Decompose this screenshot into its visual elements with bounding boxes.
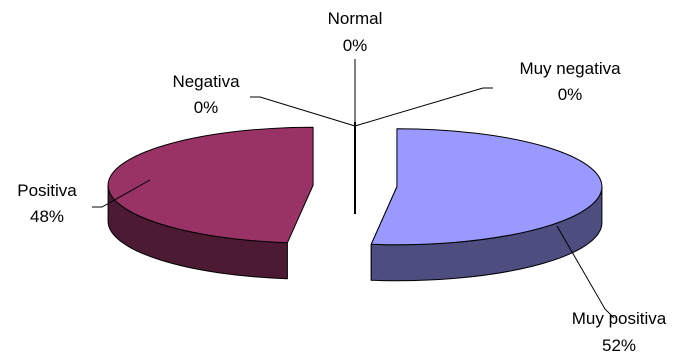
positiva-percent-label: 48% [30,207,64,226]
negativa-percent-label: 0% [194,98,219,117]
normal-percent-label: 0% [343,36,368,55]
muy-negativa-percent-label: 0% [558,85,583,104]
muy-positiva-category-label: Muy positiva [572,309,667,328]
normal-category-label: Normal [328,9,383,28]
muy-positiva-percent-label: 52% [602,336,636,353]
slice-labels: Muy positiva 52% Positiva 48% Negativa 0% Norm… [17,9,667,353]
positiva-leader-line [92,179,151,208]
muy-positiva-slice [370,128,603,246]
negativa-category-label: Negativa [172,72,240,91]
pie-slices [107,122,603,282]
leader-lines [92,59,615,319]
muy-positiva-leader-line [556,225,615,319]
muy-negativa-category-label: Muy negativa [519,59,621,78]
negativa-leader-line [250,96,356,127]
positiva-category-label: Positiva [17,181,77,200]
muy-negativa-leader-line [354,87,493,127]
positiva-slice [107,126,314,244]
